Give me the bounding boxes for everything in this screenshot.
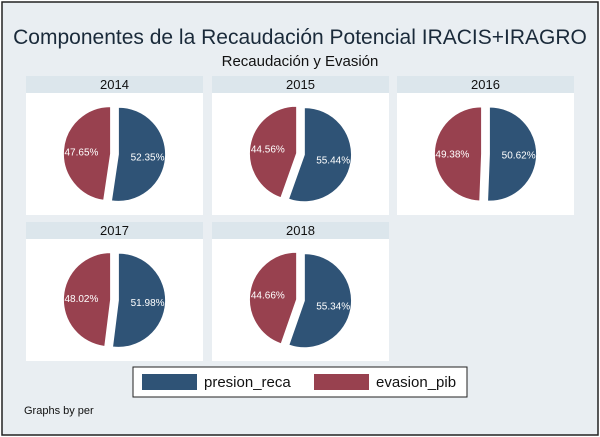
slice-label: 48.02% <box>64 294 98 305</box>
slice-label: 47.65% <box>64 148 98 159</box>
panel-body <box>397 93 574 215</box>
panel-year-label: 2014 <box>100 77 129 92</box>
panel-year-label: 2015 <box>286 77 315 92</box>
panels: 2014 52.35% 47.65% 2015 55.44% 44.56% 2016 50.6… <box>26 76 574 361</box>
pie-slice-evasion_pib <box>63 106 111 201</box>
legend-label-evasion-pib: evasion_pib <box>376 374 456 391</box>
panel-header <box>397 76 574 93</box>
slice-label: 55.34% <box>316 302 350 313</box>
pie-slice-evasion_pib <box>434 106 482 202</box>
slice-label: 55.44% <box>316 156 350 167</box>
chart-subtitle: Recaudación y Evasión <box>222 53 379 70</box>
pie-slice-presion_reca <box>288 253 352 349</box>
legend-swatch-evasion-pib <box>314 374 369 390</box>
legend: presion_reca evasion_pib <box>132 366 468 398</box>
panel-2015: 2015 55.44% 44.56% <box>212 76 389 215</box>
panel-2018: 2018 55.34% 44.66% <box>212 222 389 361</box>
graphs-by-note: Graphs by per <box>24 405 94 417</box>
panel-header <box>212 76 389 93</box>
slice-label: 44.56% <box>251 144 285 155</box>
panel-2016: 2016 50.62% 49.38% <box>397 76 574 215</box>
pie-slice-presion_reca <box>487 106 537 202</box>
panel-2017: 2017 51.98% 48.02% <box>26 222 203 361</box>
panel-header <box>212 222 389 239</box>
pie-slice-presion_reca <box>288 107 352 203</box>
slice-label: 52.35% <box>131 152 165 163</box>
pie-slice-evasion_pib <box>249 251 297 345</box>
panel-year-label: 2017 <box>100 223 129 238</box>
legend-label-presion-reca: presion_reca <box>204 374 291 391</box>
pie-slice-presion_reca <box>112 252 166 348</box>
pie-slice-evasion_pib <box>249 105 297 199</box>
panel-year-label: 2016 <box>471 77 500 92</box>
slice-label: 51.98% <box>131 298 165 309</box>
panel-year-label: 2018 <box>286 223 315 238</box>
legend-swatch-presion-reca <box>142 374 197 390</box>
pie-slice-presion_reca <box>111 106 166 202</box>
slice-label: 50.62% <box>502 151 536 162</box>
slice-label: 49.38% <box>435 149 469 160</box>
pie-slice-evasion_pib <box>63 252 111 347</box>
panel-2014: 2014 52.35% 47.65% <box>26 76 203 215</box>
chart-title: Componentes de la Recaudación Potencial … <box>13 26 587 49</box>
panel-header <box>26 222 203 239</box>
panel-header <box>26 76 203 93</box>
slice-label: 44.66% <box>251 290 285 301</box>
